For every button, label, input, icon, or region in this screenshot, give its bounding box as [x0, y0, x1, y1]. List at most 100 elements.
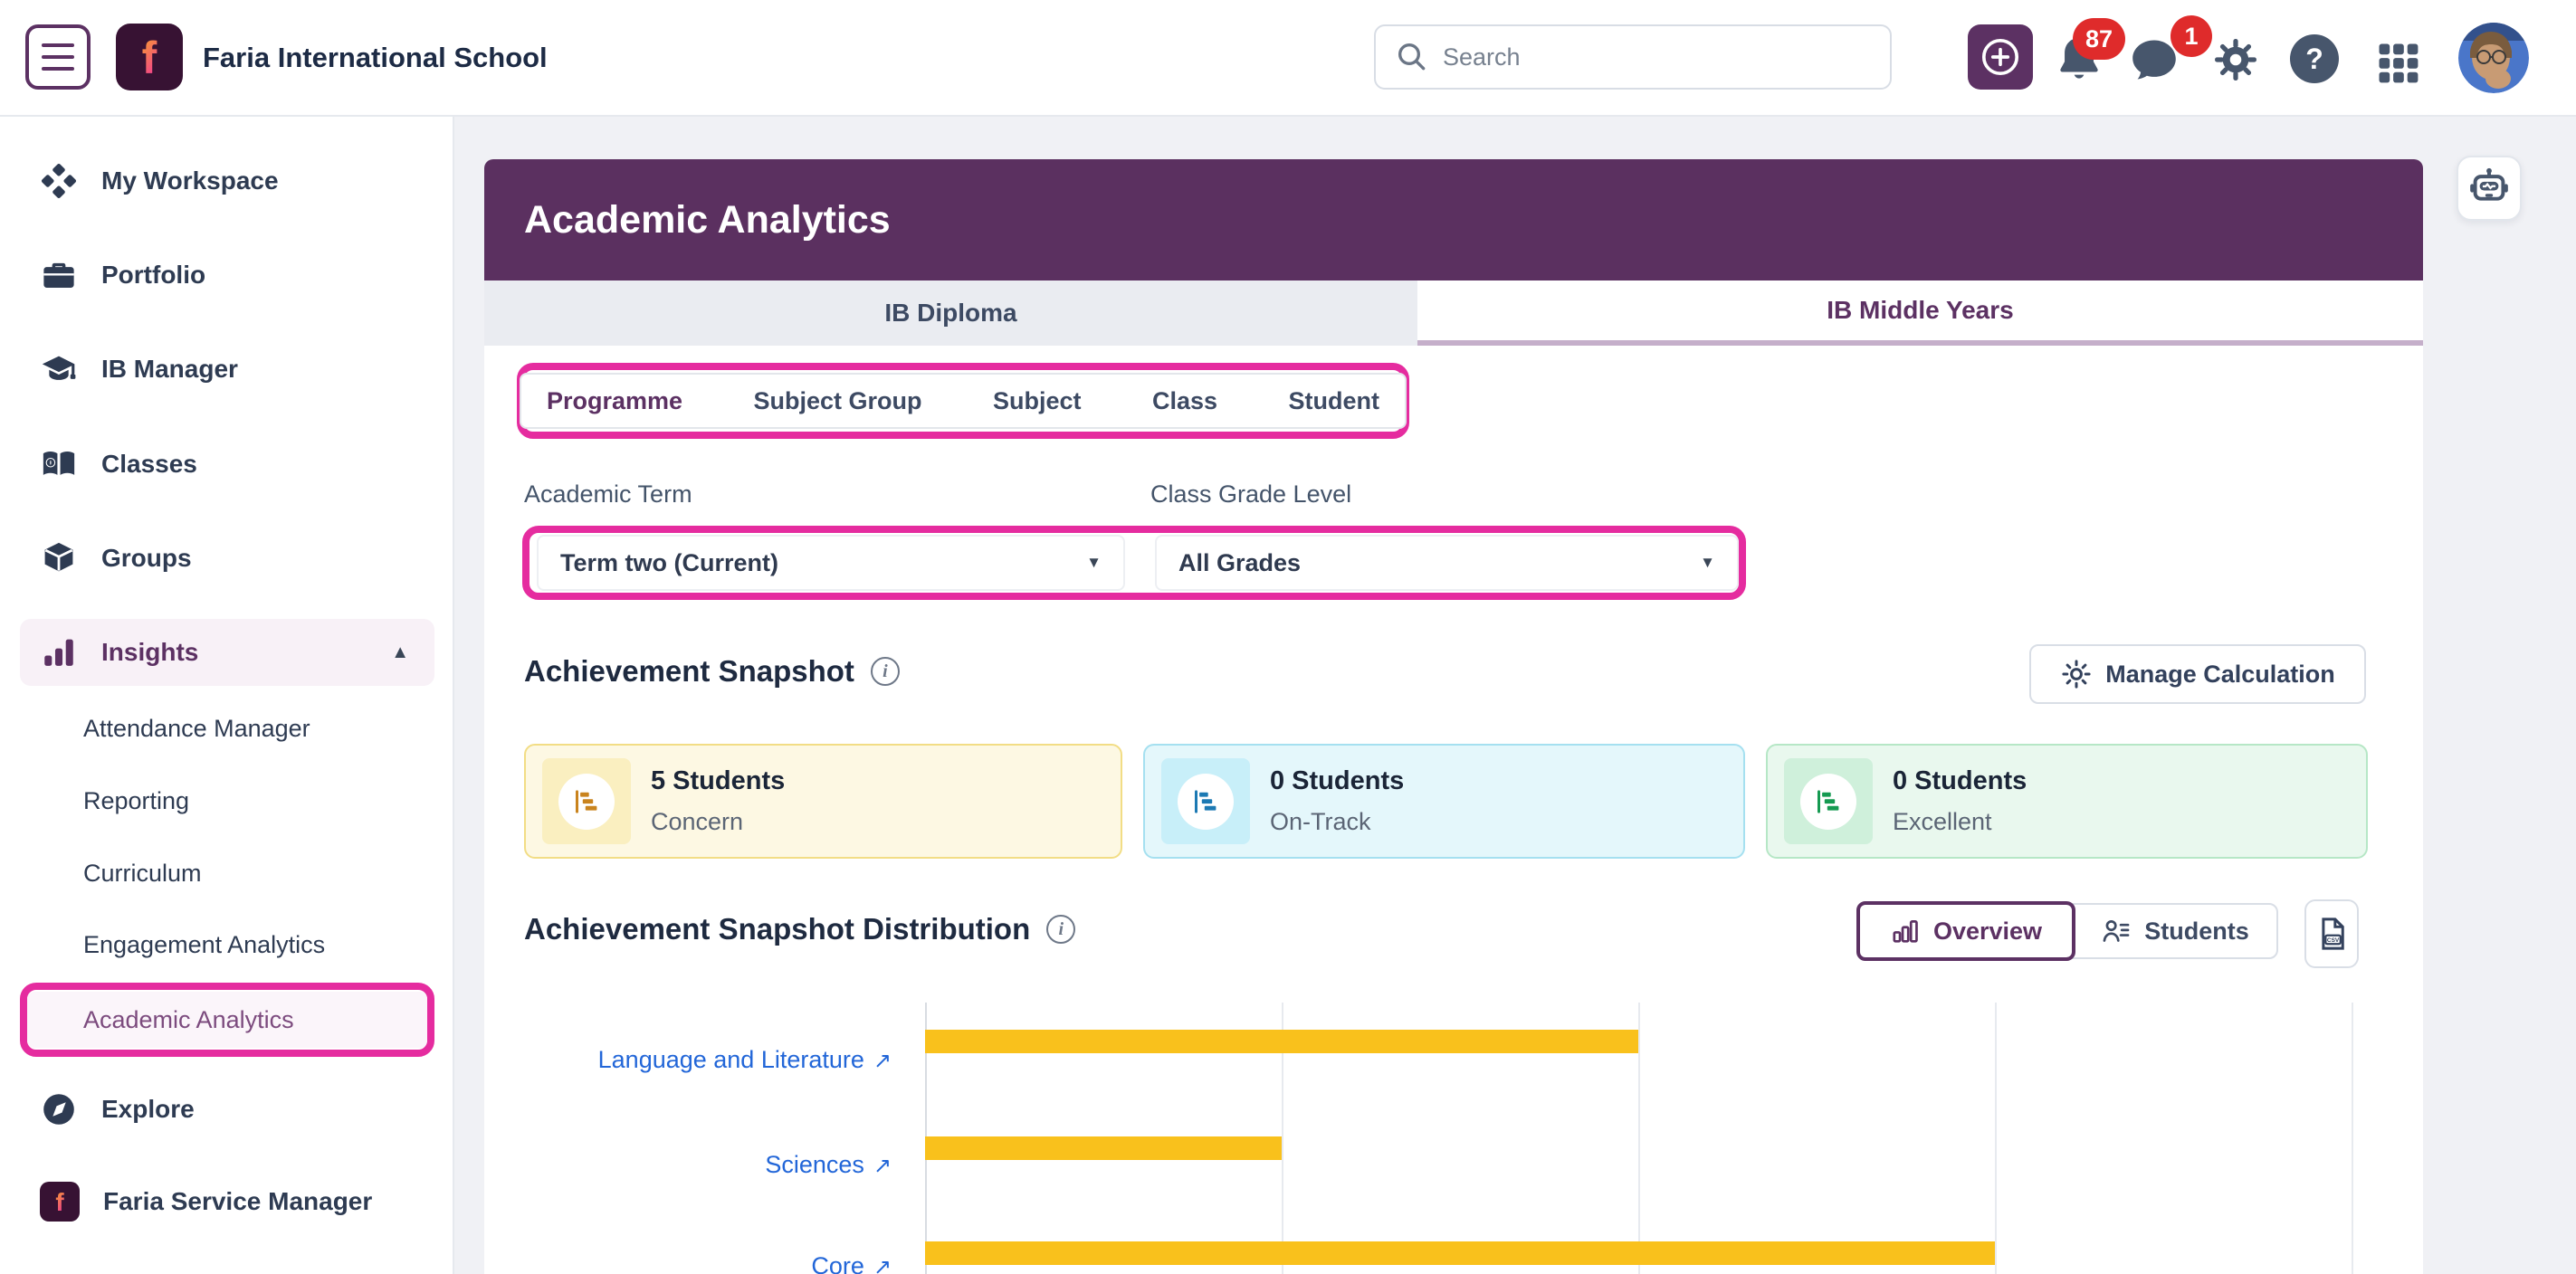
hamburger-icon [42, 43, 74, 47]
grade-level-select[interactable]: All Grades ▼ [1155, 535, 1739, 591]
gantt-chart-icon [1195, 789, 1216, 813]
help-icon: ? [2305, 42, 2323, 75]
chart-link-sciences[interactable]: Sciences ↗ [765, 1151, 892, 1178]
external-link-icon: ↗ [873, 1154, 892, 1178]
book-globe-icon [43, 452, 75, 475]
help-button[interactable]: ? [2290, 34, 2339, 83]
create-button[interactable] [1968, 24, 2033, 90]
sidebar-item-engagement-analytics[interactable]: Engagement Analytics [83, 930, 326, 958]
sidebar-item-portfolio[interactable]: Portfolio [0, 242, 453, 308]
grade-level-label: Class Grade Level [1150, 480, 1352, 508]
bar-core [925, 1241, 1995, 1265]
card-label: Excellent [1893, 808, 1992, 835]
gantt-chart-icon [576, 789, 597, 813]
sidebar-item-ib-manager[interactable]: IB Manager [0, 337, 453, 402]
toggle-overview-button[interactable]: Overview [1856, 901, 2075, 961]
sidebar-item-academic-analytics[interactable]: Academic Analytics [27, 992, 427, 1048]
chart-link-core[interactable]: Core ↗ [502, 1252, 892, 1274]
sidebar-item-insights[interactable]: Insights ▲ [20, 619, 434, 686]
sidebar-item-classes[interactable]: Classes [0, 432, 453, 497]
svg-text:CSV: CSV [2327, 937, 2340, 944]
settings-gear-icon[interactable] [2212, 36, 2259, 83]
snapshot-card-on-track: 0 Students On-Track [1143, 744, 1745, 859]
logo-letter: f [142, 33, 157, 83]
graduation-cap-icon [42, 356, 76, 380]
sidebar-item-curriculum[interactable]: Curriculum [83, 859, 202, 887]
level-tab-student[interactable]: Student [1288, 386, 1379, 414]
workspace-diamonds-icon [41, 163, 77, 199]
search-field[interactable] [1443, 43, 1872, 71]
hamburger-menu-button[interactable] [25, 24, 91, 90]
card-count: 5 Students [651, 766, 786, 795]
chart-link-language-and-literature[interactable]: Language and Literature ↗ [597, 1046, 892, 1073]
grade-level-value: All Grades [1178, 548, 1302, 576]
bar-plot [925, 1003, 2353, 1274]
faria-logo: f [116, 24, 183, 95]
sidebar-item-explore[interactable]: Explore [0, 1077, 453, 1142]
sidebar-item-groups[interactable]: Groups [0, 526, 453, 591]
info-icon[interactable]: i [870, 657, 900, 686]
cube-icon [44, 542, 73, 572]
toggle-students-button[interactable]: Students [2072, 903, 2278, 959]
card-count: 0 Students [1893, 766, 2027, 795]
robot-icon [2470, 167, 2508, 201]
csv-export-button[interactable]: CSV [2304, 899, 2359, 968]
card-count: 0 Students [1270, 766, 1405, 795]
level-tab-subject[interactable]: Subject [992, 386, 1082, 414]
insights-bars-icon [44, 639, 73, 666]
level-tab-subject-group[interactable]: Subject Group [753, 386, 922, 414]
sidebar-item-reporting[interactable]: Reporting [83, 786, 190, 814]
card-label: Concern [651, 808, 744, 835]
svg-text:f: f [55, 1188, 64, 1216]
plus-icon [1981, 38, 2019, 76]
caret-down-icon: ▼ [1700, 554, 1715, 571]
top-bar: f Faria International School [0, 0, 2576, 117]
gridline [1995, 1003, 1997, 1274]
students-list-icon [2103, 920, 2130, 942]
assistant-robot-button[interactable] [2457, 156, 2522, 221]
sidebar-item-attendance-manager[interactable]: Attendance Manager [83, 714, 310, 742]
snapshot-card-concern: 5 Students Concern [524, 744, 1122, 859]
level-tab-programme[interactable]: Programme [547, 386, 683, 414]
gridline [1638, 1003, 1640, 1274]
level-tab-strip: Programme Subject Group Subject Class St… [520, 373, 1407, 429]
snapshot-card-excellent: 0 Students Excellent [1766, 744, 2368, 859]
info-icon[interactable]: i [1046, 915, 1076, 944]
gear-outline-icon [2062, 660, 2091, 689]
gridline [2352, 1003, 2353, 1274]
academic-term-value: Term two (Current) [560, 548, 778, 576]
distribution-heading: Achievement Snapshot Distribution i [524, 912, 1076, 946]
messages-chat-icon[interactable] [2129, 34, 2180, 85]
gantt-chart-icon [1818, 789, 1839, 813]
achievement-snapshot-heading: Achievement Snapshot i [524, 654, 900, 689]
bar-sciences [925, 1136, 1282, 1160]
search-input[interactable] [1374, 24, 1892, 90]
school-name: Faria International School [203, 41, 548, 73]
apps-grid-icon[interactable] [2373, 38, 2420, 85]
bar-chart-icon [1893, 920, 1918, 943]
search-icon [1398, 43, 1426, 71]
manage-calculation-button[interactable]: Manage Calculation [2029, 644, 2366, 704]
sidebar-item-my-workspace[interactable]: My Workspace [0, 148, 453, 214]
tab-ib-middle-years[interactable]: IB Middle Years [1417, 280, 2423, 346]
page-title: Academic Analytics [524, 197, 891, 242]
tab-ib-diploma[interactable]: IB Diploma [484, 280, 1417, 346]
sidebar-item-faria-service-manager[interactable]: f Faria Service Manager [0, 1169, 453, 1234]
external-link-icon: ↗ [873, 1255, 892, 1274]
compass-icon [43, 1094, 74, 1125]
briefcase-icon [43, 262, 74, 288]
user-avatar[interactable] [2458, 23, 2529, 93]
card-label: On-Track [1270, 808, 1371, 835]
level-tab-class[interactable]: Class [1151, 386, 1218, 414]
chevron-up-icon[interactable]: ▲ [391, 642, 409, 662]
gridline [1282, 1003, 1283, 1274]
notification-badge: 87 [2073, 18, 2125, 60]
academic-term-select[interactable]: Term two (Current) ▼ [537, 535, 1125, 591]
avatar-image [2458, 23, 2529, 93]
faria-service-logo-icon: f [40, 1182, 80, 1222]
csv-file-icon: CSV [2322, 917, 2344, 950]
academic-term-label: Academic Term [524, 480, 692, 508]
message-badge: 1 [2171, 15, 2212, 57]
sidebar: My Workspace Portfolio IB Manager [0, 117, 454, 1274]
